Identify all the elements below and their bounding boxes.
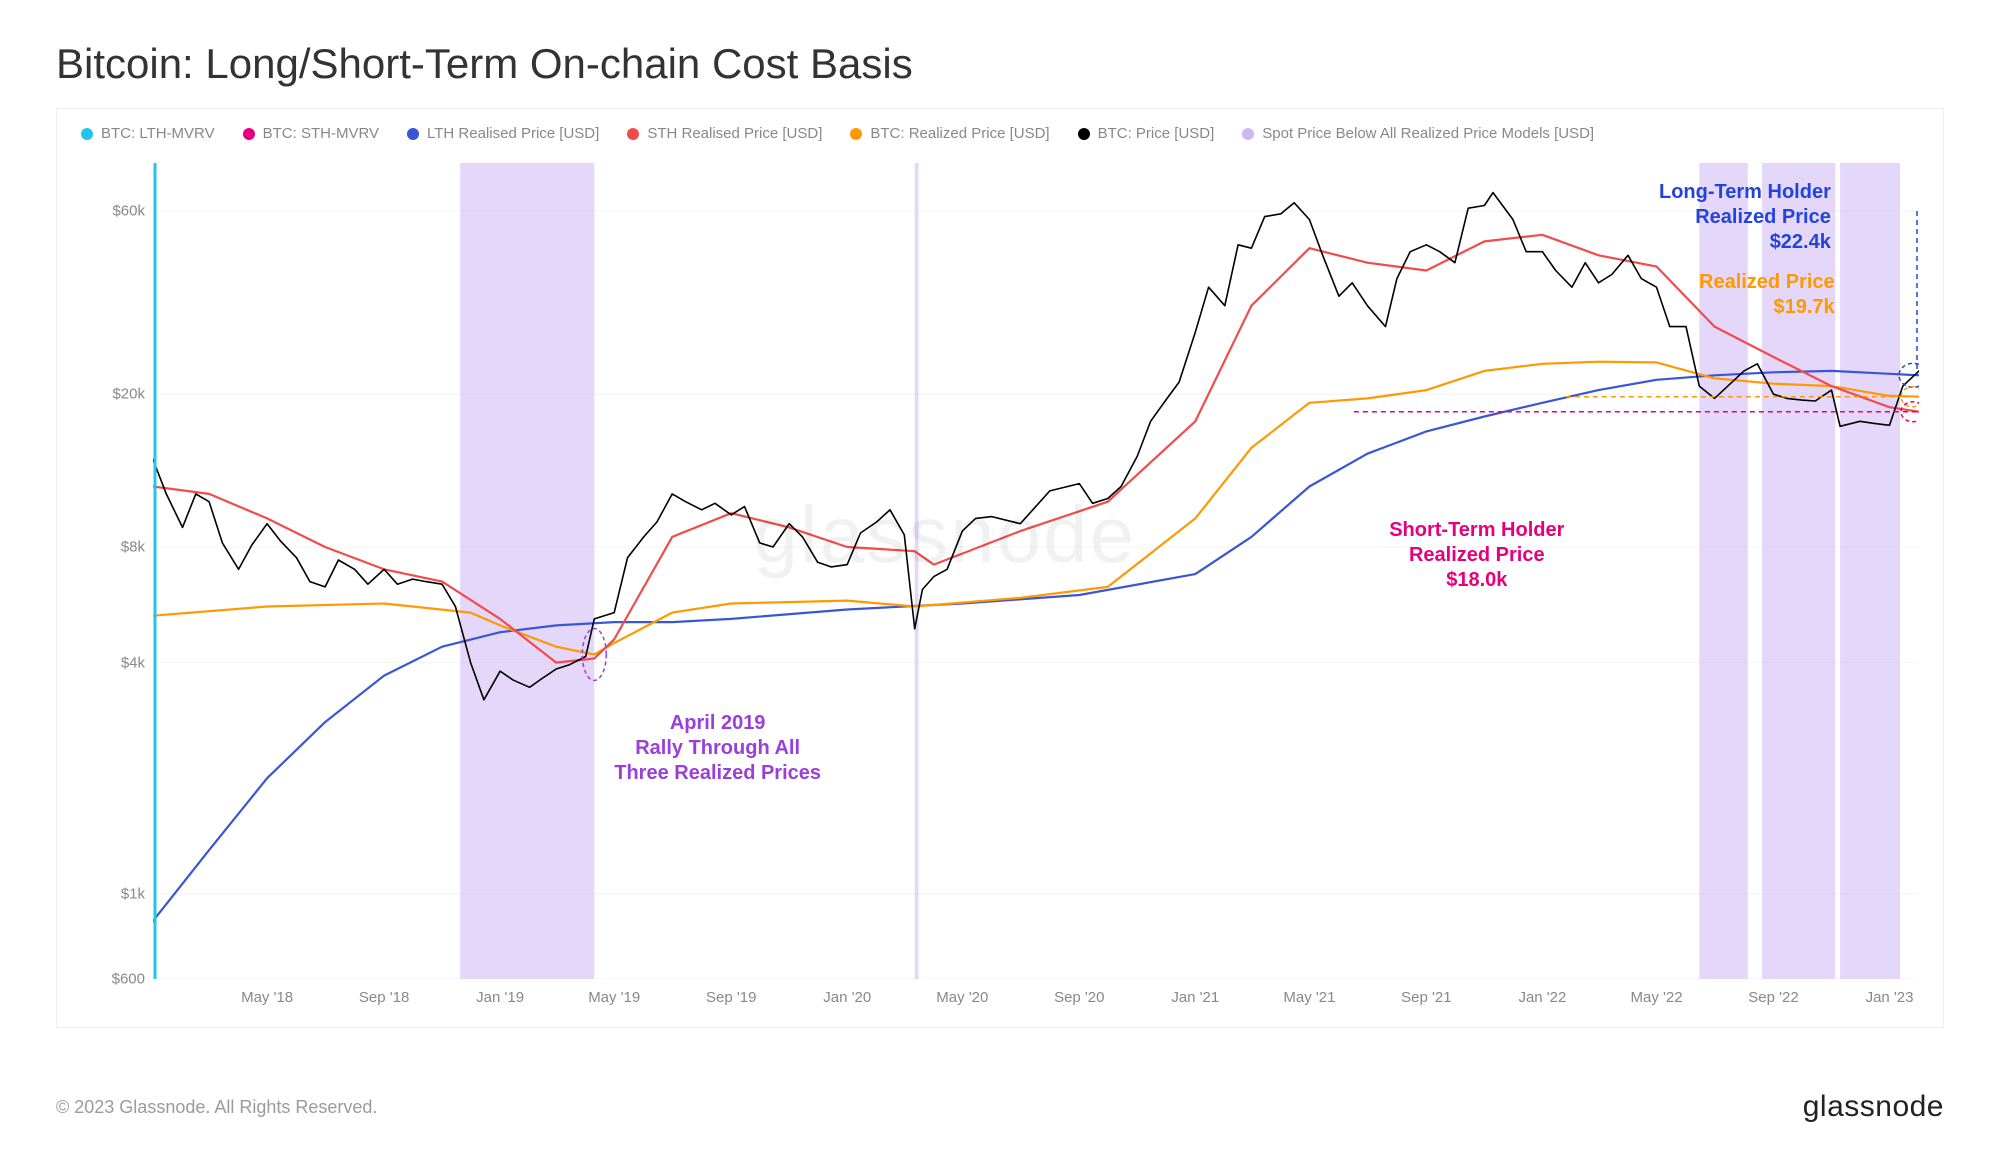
legend-label: BTC: STH-MVRV (263, 125, 379, 142)
x-tick-label: May '18 (241, 989, 293, 1006)
legend-label: BTC: Price [USD] (1098, 125, 1215, 142)
x-tick-label: May '22 (1630, 989, 1682, 1006)
x-tick-label: Jan '19 (476, 989, 524, 1006)
annotation: April 2019Rally Through AllThree Realize… (614, 711, 821, 786)
annotation: Realized Price$19.7k (1699, 270, 1835, 320)
legend-dot (243, 128, 255, 140)
x-tick-label: May '19 (588, 989, 640, 1006)
x-tick-label: Sep '21 (1401, 989, 1451, 1006)
x-axis-labels: May '18 Sep '18 Jan '19 May '19 Sep '19 Jan '… (153, 989, 1919, 1013)
legend-label: BTC: LTH-MVRV (101, 125, 215, 142)
y-tick-label: $600 (81, 971, 145, 988)
legend-item: Spot Price Below All Realized Price Mode… (1242, 125, 1594, 142)
annotation: Short-Term HolderRealized Price$18.0k (1389, 518, 1564, 593)
x-tick-label: Jan '20 (823, 989, 871, 1006)
legend-item: LTH Realised Price [USD] (407, 125, 599, 142)
y-tick-label: $20k (81, 386, 145, 403)
legend-item: BTC: LTH-MVRV (81, 125, 215, 142)
y-tick-label: $1k (81, 885, 145, 902)
x-tick-label: Sep '18 (359, 989, 409, 1006)
legend-dot (1078, 128, 1090, 140)
copyright: © 2023 Glassnode. All Rights Reserved. (56, 1097, 377, 1118)
legend-label: BTC: Realized Price [USD] (870, 125, 1049, 142)
legend-dot (627, 128, 639, 140)
legend: BTC: LTH-MVRV BTC: STH-MVRV LTH Realised P… (81, 125, 1919, 142)
legend-item: BTC: Price [USD] (1078, 125, 1215, 142)
chart-title: Bitcoin: Long/Short-Term On-chain Cost B… (56, 40, 1944, 88)
plot-area: glassnode Long-Term HolderRealized Price… (153, 163, 1919, 979)
chart-container: BTC: LTH-MVRV BTC: STH-MVRV LTH Realised P… (56, 108, 1944, 1028)
page: Bitcoin: Long/Short-Term On-chain Cost B… (0, 0, 2000, 1152)
y-tick-label: $8k (81, 539, 145, 556)
footer: © 2023 Glassnode. All Rights Reserved. g… (56, 1090, 1944, 1124)
legend-label: LTH Realised Price [USD] (427, 125, 599, 142)
legend-label: STH Realised Price [USD] (647, 125, 822, 142)
x-tick-label: Jan '21 (1171, 989, 1219, 1006)
y-tick-label: $60k (81, 202, 145, 219)
x-tick-label: May '21 (1283, 989, 1335, 1006)
x-tick-label: Jan '22 (1518, 989, 1566, 1006)
legend-item: STH Realised Price [USD] (627, 125, 822, 142)
y-tick-label: $4k (81, 654, 145, 671)
legend-label: Spot Price Below All Realized Price Mode… (1262, 125, 1594, 142)
brand-logo: glassnode (1803, 1090, 1944, 1124)
annotation: Long-Term HolderRealized Price$22.4k (1659, 180, 1831, 255)
x-tick-label: Sep '19 (706, 989, 756, 1006)
x-tick-label: Sep '22 (1748, 989, 1798, 1006)
y-axis-labels: $600$1k$4k$8k$20k$60k (81, 163, 145, 979)
legend-dot (407, 128, 419, 140)
plot-svg (153, 163, 1919, 979)
x-tick-label: May '20 (936, 989, 988, 1006)
legend-dot (850, 128, 862, 140)
legend-item: BTC: Realized Price [USD] (850, 125, 1049, 142)
x-tick-label: Jan '23 (1866, 989, 1914, 1006)
legend-item: BTC: STH-MVRV (243, 125, 379, 142)
legend-dot (81, 128, 93, 140)
legend-dot (1242, 128, 1254, 140)
x-tick-label: Sep '20 (1054, 989, 1104, 1006)
